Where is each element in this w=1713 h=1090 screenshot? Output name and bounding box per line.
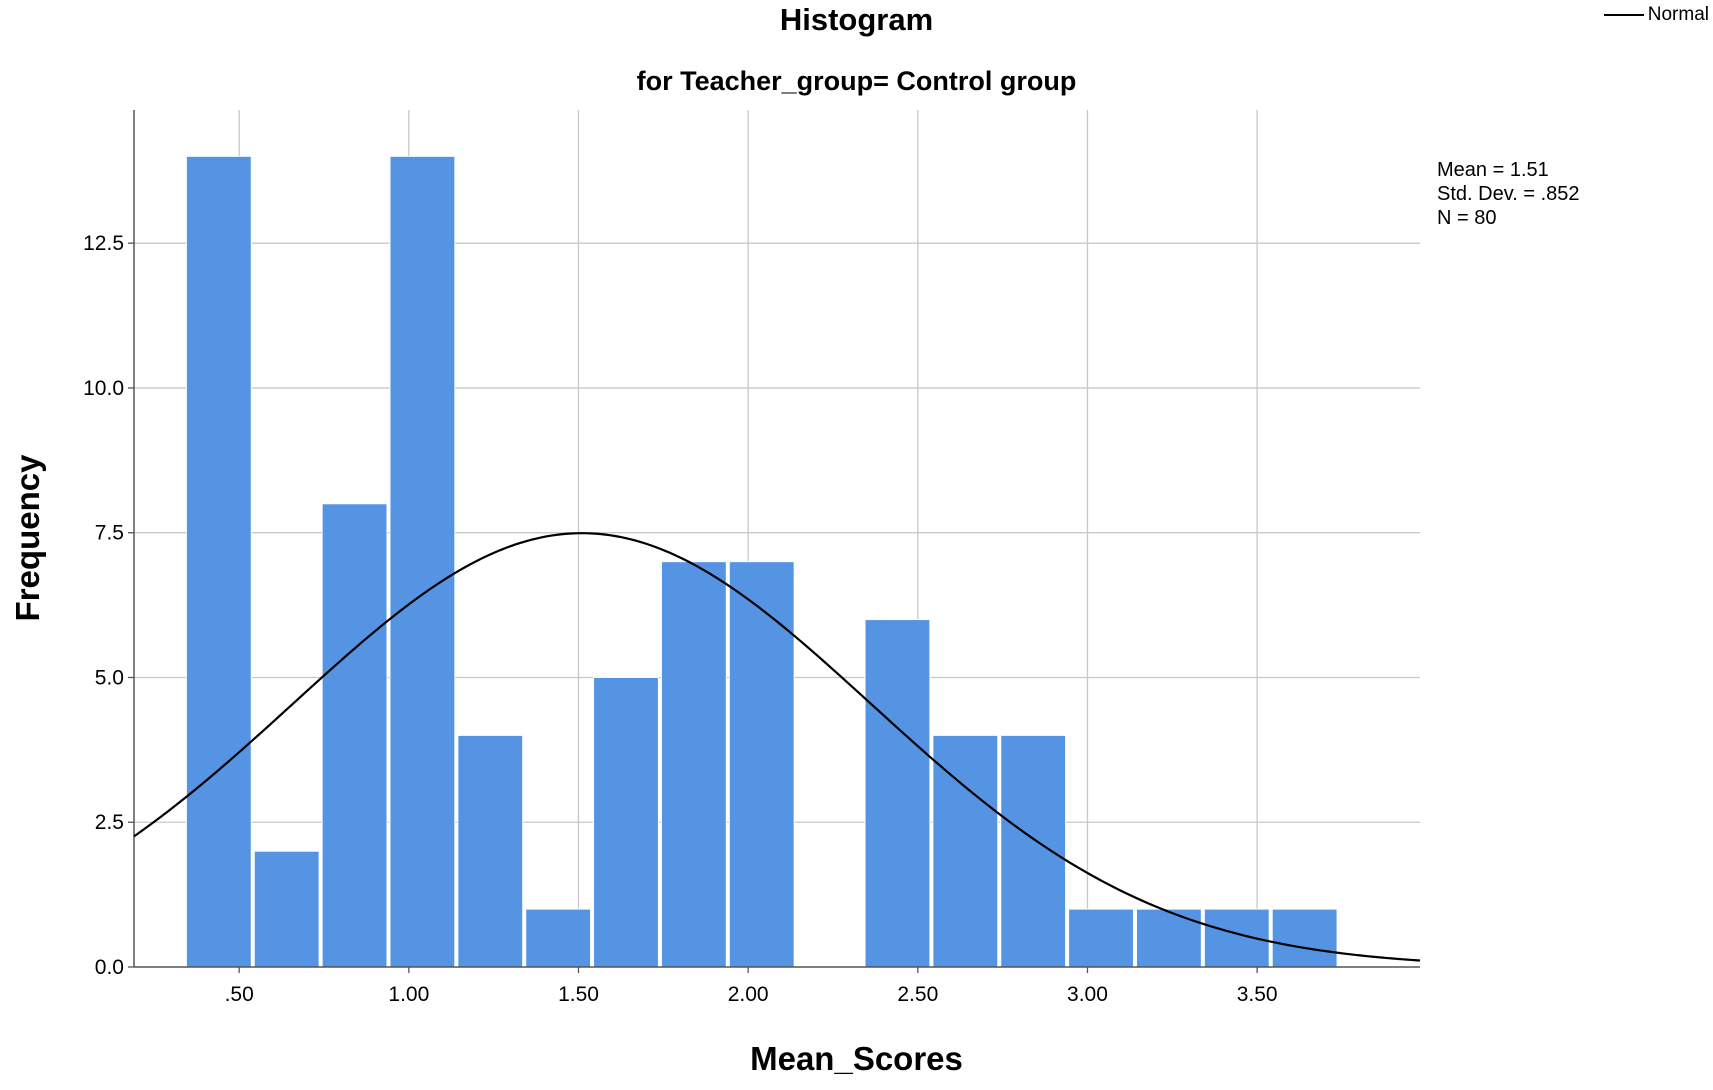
y-axis-label: Frequency <box>9 454 46 622</box>
y-tick-label: 5.0 <box>95 666 124 689</box>
x-tick-label: 3.50 <box>1237 983 1278 1006</box>
x-tick-label: 2.00 <box>728 983 769 1006</box>
histogram-bar <box>1135 908 1202 968</box>
normal-curve-line <box>133 532 1421 962</box>
y-tick-label: 7.5 <box>95 522 124 545</box>
stats-n: N = 80 <box>1437 207 1497 229</box>
histogram-bar <box>1000 734 1067 968</box>
stats-box: Mean = 1.51 Std. Dev. = .852 N = 80 <box>1437 158 1580 230</box>
x-tick-label: 3.00 <box>1067 983 1108 1006</box>
x-tick-label: 1.00 <box>388 983 429 1006</box>
y-tick-label: 10.0 <box>83 377 124 400</box>
chart-title: Histogram <box>779 2 934 37</box>
histogram-bar <box>864 619 931 968</box>
x-tick-label: 2.50 <box>897 983 938 1006</box>
x-tick-label: .50 <box>225 983 254 1006</box>
chart-subtitle: for Teacher_group= Control group <box>636 66 1077 96</box>
histogram-bar <box>593 676 659 968</box>
histogram-bar <box>253 850 320 968</box>
stats-mean: Mean = 1.51 <box>1437 159 1549 181</box>
histogram-bar <box>1068 908 1134 968</box>
y-tick-label: 2.5 <box>95 811 124 834</box>
y-tick-label: 0.0 <box>95 956 124 979</box>
histogram-bar <box>932 734 999 968</box>
histogram-bar <box>389 155 456 968</box>
x-axis-label: Mean_Scores <box>750 1040 963 1077</box>
histogram-bar <box>525 908 592 968</box>
histogram-bar <box>185 155 252 968</box>
histogram-bar <box>457 734 524 968</box>
y-tick-label: 12.5 <box>83 232 124 255</box>
histogram-bar <box>728 561 795 968</box>
histogram-bar <box>660 561 727 968</box>
histogram-bar <box>321 503 388 968</box>
histogram-bar <box>1271 908 1338 968</box>
legend-line-swatch <box>1603 14 1644 16</box>
legend: Normal <box>1603 4 1709 26</box>
legend-label-normal: Normal <box>1647 4 1709 25</box>
stats-std-dev: Std. Dev. = .852 <box>1437 183 1580 205</box>
x-tick-label: 1.50 <box>558 983 599 1006</box>
